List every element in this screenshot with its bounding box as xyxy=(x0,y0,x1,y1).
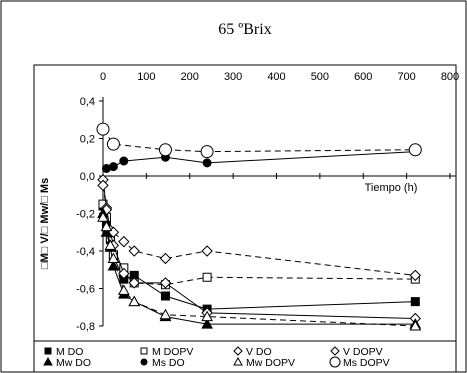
data-point-mw-dopv xyxy=(201,310,213,322)
data-point-v-do xyxy=(159,277,172,289)
data-point-v-do xyxy=(118,267,130,280)
x-tick-label: 800 xyxy=(441,71,459,83)
data-point-m-do xyxy=(410,297,420,307)
y-tick-label: 0,4 xyxy=(80,96,95,108)
data-point-mw-do xyxy=(100,226,113,237)
data-point-mw-dopv xyxy=(100,220,113,232)
y-tick-label: -0,6 xyxy=(76,284,95,296)
y-axis-title: □M□ V/□ Mw/□ Ms xyxy=(39,178,51,269)
data-point-m-dopv xyxy=(202,272,212,282)
data-point-ms-dopv xyxy=(158,143,172,157)
data-point-ms-do xyxy=(108,162,118,172)
data-point-ms-dopv xyxy=(200,145,214,159)
data-point-mw-dopv xyxy=(117,284,130,295)
data-point-mw-dopv xyxy=(128,295,141,307)
legend-marker-m-do xyxy=(44,347,52,355)
data-point-mw-dopv xyxy=(159,308,172,320)
x-tick-label: 500 xyxy=(311,71,329,83)
data-point-ms-do xyxy=(119,156,129,166)
legend-label-m-do: M DO xyxy=(56,346,83,358)
data-point-mw-dopv xyxy=(409,319,422,331)
legend-label-m-dopv: M DOPV xyxy=(152,346,193,358)
data-point-v-dopv xyxy=(128,245,140,257)
y-tick-label: -0,8 xyxy=(76,321,95,333)
x-tick-label: 200 xyxy=(181,71,199,83)
x-tick-label: 0 xyxy=(100,71,106,83)
plot-area xyxy=(33,64,457,342)
legend-label-v-do: V DO xyxy=(246,346,272,358)
data-point-v-dopv xyxy=(409,269,422,282)
y-tick-label: -0,4 xyxy=(76,246,95,258)
series-layer xyxy=(96,122,422,331)
data-point-ms-do xyxy=(202,158,212,168)
axes: 0 100 200 300 400 500 600 700 800 0,4 0,2 0,0 -0,2 -0… xyxy=(39,71,459,333)
legend-marker-mw-do xyxy=(43,356,53,366)
data-point-v-dopv xyxy=(159,252,172,265)
legend-marker-mw-dopv xyxy=(233,356,243,366)
chart-title: 65 ºBrix xyxy=(218,21,271,38)
data-point-ms-dopv xyxy=(96,122,110,136)
y-tick-label: 0,0 xyxy=(80,171,95,183)
data-point-mw-dopv xyxy=(104,239,117,250)
legend-marker-v-do xyxy=(233,346,243,356)
legend-marker-m-dopv xyxy=(140,347,148,355)
series-line-mw-dopv xyxy=(102,217,416,327)
data-point-v-dopv xyxy=(201,245,213,257)
data-point-v-do xyxy=(128,277,140,289)
x-tick-label: 300 xyxy=(224,71,242,83)
legend-box xyxy=(33,340,457,373)
data-point-ms-dopv xyxy=(408,143,422,157)
y-tick-label: -0,2 xyxy=(76,209,95,221)
legend-marker-ms-do xyxy=(140,358,148,366)
x-tick-label: 100 xyxy=(137,71,155,83)
x-tick-label: 600 xyxy=(354,71,372,83)
data-point-m-do xyxy=(160,291,170,301)
data-point-mw-dopv xyxy=(97,211,109,222)
y-tick-label: 0,2 xyxy=(80,134,95,146)
legend-label-ms-dopv: Ms DOPV xyxy=(343,357,390,369)
legend-label-mw-dopv: Mw DOPV xyxy=(246,357,295,369)
data-point-ms-dopv xyxy=(106,137,120,151)
data-point-mw-do xyxy=(201,318,213,329)
legend: M DO M DOPV V DO V DOPV Mw DO Ms DO Mw DOPV Ms … xyxy=(33,340,457,373)
data-point-v-dopv xyxy=(97,179,109,192)
x-axis-title: Tiempo (h) xyxy=(365,182,418,194)
legend-label-mw-do: Mw DO xyxy=(56,357,91,369)
data-point-v-dopv xyxy=(118,235,130,248)
legend-label-ms-do: Ms DO xyxy=(152,357,185,369)
x-tick-label: 700 xyxy=(397,71,415,83)
x-tick-label: 400 xyxy=(267,71,285,83)
data-point-mw-dopv xyxy=(107,252,120,263)
legend-marker-ms-dopv xyxy=(329,356,341,368)
legend-marker-v-dopv xyxy=(330,346,340,356)
legend-label-v-dopv: V DOPV xyxy=(343,346,383,358)
